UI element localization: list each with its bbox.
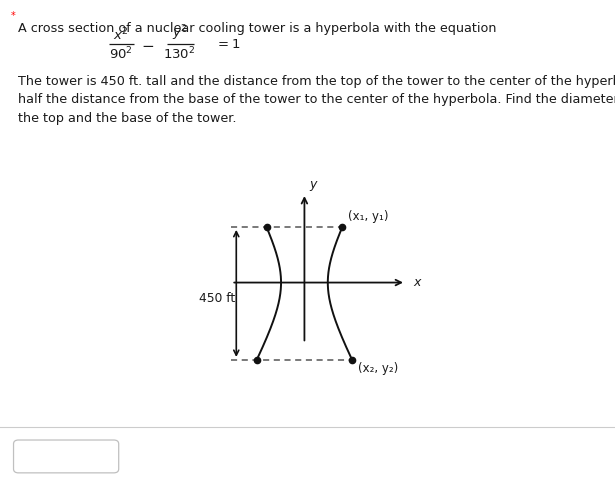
Text: (x₁, y₁): (x₁, y₁) [349,210,389,223]
Text: x: x [413,276,421,289]
Text: $130^2$: $130^2$ [164,46,196,62]
Text: 450 ft: 450 ft [199,292,236,305]
Text: $x^2$: $x^2$ [113,27,129,43]
Text: $y^2$: $y^2$ [172,24,188,43]
Text: The tower is 450 ft. tall and the distance from the top of the tower to the cent: The tower is 450 ft. tall and the distan… [18,75,615,125]
Text: *: * [11,11,16,21]
Text: A cross section of a nuclear cooling tower is a hyperbola with the equation: A cross section of a nuclear cooling tow… [18,22,497,35]
Text: y: y [309,178,317,191]
Text: $= 1$: $= 1$ [215,39,240,51]
Text: (x₂, y₂): (x₂, y₂) [359,362,399,375]
Text: $90^2$: $90^2$ [109,46,133,62]
FancyBboxPatch shape [14,440,119,473]
Text: ↑  Add file: ↑ Add file [33,449,99,461]
Text: $-$: $-$ [141,37,154,53]
